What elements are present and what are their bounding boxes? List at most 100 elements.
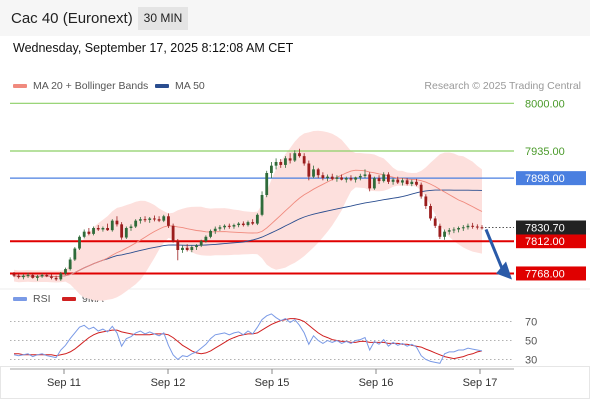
candle-body: [443, 231, 446, 237]
legend-ma50-label: MA 50: [175, 80, 205, 92]
candle-body: [382, 174, 386, 182]
candle-body: [64, 269, 67, 274]
forecast-arrowhead: [496, 261, 512, 280]
panel-frame: [0, 366, 590, 399]
ma50-swatch: [155, 84, 169, 88]
candle-body: [73, 248, 77, 260]
rsi-swatch: [13, 297, 27, 301]
candle-body: [199, 241, 203, 246]
candle-body: [110, 220, 114, 231]
rsi-ma-line: [14, 318, 483, 360]
legend-ma20-label: MA 20 + Bollinger Bands: [33, 80, 149, 92]
candle-body: [129, 226, 133, 228]
candle-body: [410, 181, 414, 184]
candle-body: [307, 163, 311, 177]
candle-body: [330, 176, 334, 179]
last-price-label: 7830.70: [525, 222, 565, 234]
candle-body: [124, 228, 128, 238]
candle-body: [405, 180, 409, 184]
x-tick-label: Sep 16: [359, 377, 394, 389]
candle-body: [143, 219, 147, 221]
timeframe-button[interactable]: 30 MIN: [138, 7, 188, 30]
candle-body: [340, 177, 344, 180]
level-label: 8000.00: [525, 98, 565, 110]
candle-body: [195, 245, 198, 248]
candle-body: [424, 196, 428, 206]
candle-body: [92, 228, 95, 234]
candle-body: [157, 219, 161, 221]
candle-body: [368, 174, 372, 189]
candle-body: [241, 223, 245, 226]
candle-body: [298, 153, 301, 157]
level-label: 7898.00: [525, 173, 565, 185]
level-tag: [516, 171, 586, 186]
candle-body: [326, 176, 329, 179]
candle-body: [480, 227, 484, 229]
level-label: 7935.00: [525, 146, 565, 158]
candle-body: [232, 225, 236, 227]
candle-body: [138, 219, 142, 221]
instrument-title: Cac 40 (Euronext): [11, 10, 133, 27]
candle-body: [78, 236, 81, 249]
rsi-tick-label: 50: [525, 336, 537, 348]
candle-body: [279, 162, 283, 165]
x-tick-label: Sep 15: [255, 377, 290, 389]
candle-body: [213, 228, 217, 231]
candle-body: [349, 178, 353, 180]
level-label: 7768.00: [525, 268, 565, 280]
candle-body: [466, 225, 470, 228]
candle-body: [59, 273, 63, 280]
candle-body: [152, 218, 156, 220]
rsi-ma-swatch: [62, 297, 76, 301]
ma20-line: [13, 169, 483, 278]
level-label: 7812.00: [525, 236, 565, 248]
candle-body: [45, 274, 49, 277]
candle-body: [312, 169, 315, 177]
candle-body: [82, 231, 86, 237]
candle-body: [377, 178, 381, 182]
candle-body: [120, 224, 124, 238]
candle-body: [396, 179, 400, 183]
candle-body: [401, 180, 404, 183]
rsi-tick-label: 70: [525, 317, 537, 329]
rsi-line: [13, 313, 483, 364]
legend-ma50: MA 50: [155, 80, 205, 92]
candle-body: [260, 195, 264, 215]
candle-body: [171, 225, 175, 242]
candle-body: [209, 230, 212, 237]
candle-body: [246, 222, 250, 226]
candle-body: [438, 225, 442, 237]
bollinger-bands: [14, 130, 482, 301]
x-tick-label: Sep 17: [463, 377, 498, 389]
candle-body: [457, 228, 461, 230]
legend-ma20: MA 20 + Bollinger Bands: [13, 80, 148, 92]
candle-body: [26, 274, 30, 276]
candle-body: [363, 174, 367, 176]
candle-body: [288, 158, 292, 161]
candle-body: [237, 223, 241, 226]
x-tick-label: Sep 12: [151, 377, 186, 389]
level-tag: [516, 234, 586, 249]
candle-body: [321, 175, 325, 179]
credit-text: Research © 2025 Trading Central: [424, 80, 581, 92]
level-tag: [516, 266, 586, 281]
candle-body: [471, 225, 475, 227]
candle-body: [316, 169, 320, 176]
candle-body: [251, 222, 255, 224]
candle-body: [284, 158, 287, 165]
legend-rsi-label: RSI: [33, 293, 51, 305]
candle-body: [452, 229, 456, 231]
candle-body: [461, 227, 465, 229]
candle-body: [148, 218, 152, 220]
candle-body: [35, 276, 39, 278]
candle-body: [134, 220, 138, 227]
candle-body: [302, 156, 306, 164]
rsi-tick-label: 30: [525, 355, 537, 367]
candle-body: [101, 228, 105, 230]
candle-body: [433, 218, 437, 226]
candle-body: [190, 247, 194, 250]
candle-body: [335, 177, 339, 179]
candle-body: [419, 184, 423, 197]
candle-body: [429, 206, 432, 219]
